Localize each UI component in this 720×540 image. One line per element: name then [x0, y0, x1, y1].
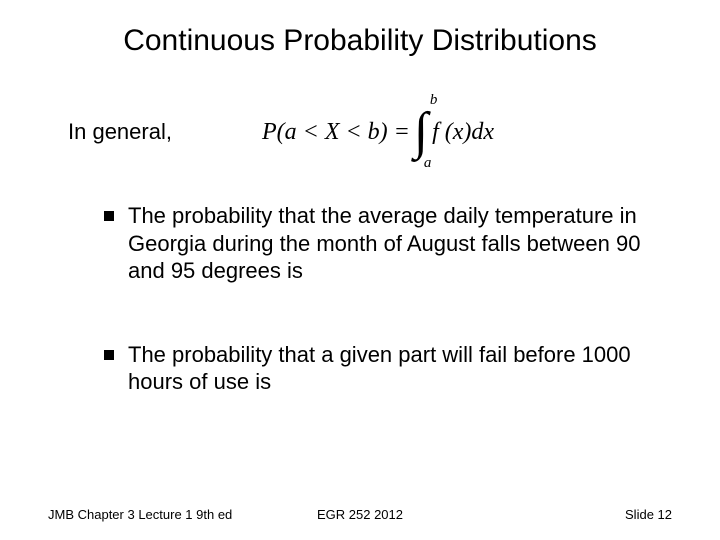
general-row: In general, P(a < X < b) = b ∫ a f (x)dx	[68, 114, 672, 150]
slide-footer: JMB Chapter 3 Lecture 1 9th ed EGR 252 2…	[48, 507, 672, 522]
slide-title: Continuous Probability Distributions	[48, 24, 672, 58]
bullet-text: The probability that a given part will f…	[128, 341, 652, 396]
general-label: In general,	[68, 119, 172, 145]
integral-icon: b ∫ a	[414, 114, 428, 150]
bullet-text: The probability that the average daily t…	[128, 202, 652, 285]
list-item: The probability that a given part will f…	[104, 341, 652, 396]
integral-lower-limit: a	[424, 155, 432, 172]
slide: Continuous Probability Distributions In …	[0, 0, 720, 540]
integral-sign: ∫	[414, 114, 428, 150]
footer-left: JMB Chapter 3 Lecture 1 9th ed	[48, 507, 232, 522]
square-bullet-icon	[104, 350, 114, 360]
formula-lhs: P(a < X < b) =	[262, 119, 410, 146]
square-bullet-icon	[104, 211, 114, 221]
formula-integrand: f (x)dx	[432, 119, 494, 146]
list-item: The probability that the average daily t…	[104, 202, 652, 285]
bullet-list: The probability that the average daily t…	[104, 202, 652, 396]
integral-upper-limit: b	[430, 92, 438, 109]
footer-right: Slide 12	[625, 507, 672, 522]
probability-formula: P(a < X < b) = b ∫ a f (x)dx	[262, 114, 494, 150]
